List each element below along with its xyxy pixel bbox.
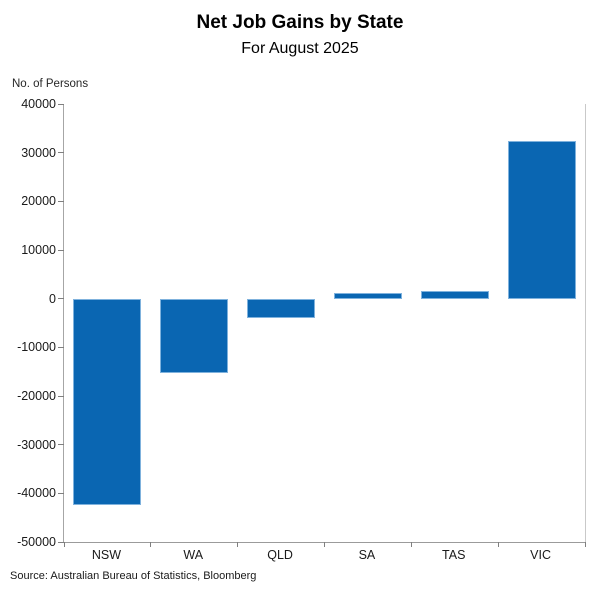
- x-axis-tick: [497, 542, 499, 547]
- x-tick-label-wa: WA: [183, 548, 204, 562]
- x-tick-label-qld: QLD: [267, 548, 293, 562]
- y-axis-tick: [58, 492, 64, 494]
- y-axis-tick: [58, 444, 64, 446]
- x-axis-tick: [324, 542, 325, 547]
- bar-qld: [247, 298, 316, 318]
- y-axis-tick: [58, 103, 64, 105]
- x-axis-tick: [150, 542, 152, 547]
- y-tick-label: 20000: [21, 194, 56, 209]
- y-axis-tick: [58, 200, 64, 202]
- y-tick-label: 30000: [21, 145, 56, 160]
- x-tick-label-sa: SA: [358, 548, 376, 562]
- source-note: Source: Australian Bureau of Statistics,…: [10, 570, 257, 582]
- chart-title: Net Job Gains by State: [196, 12, 404, 33]
- y-axis-title: No. of Persons: [12, 78, 89, 90]
- x-axis-labels: NSW WA QLD SA TAS VIC: [63, 548, 584, 564]
- x-axis-tick: [584, 542, 586, 547]
- bar-wa: [160, 298, 229, 374]
- bar-vic: [507, 141, 576, 299]
- y-tick-label: -50000: [17, 535, 56, 549]
- y-axis-tick: [58, 395, 64, 397]
- y-tick-label: 10000: [21, 243, 56, 257]
- plot-area: 40000 30000 20000 10000 0 -10000 -20000 -30000 -…: [17, 97, 586, 549]
- x-axis-tick: [237, 542, 239, 547]
- y-axis-tick: [58, 541, 64, 543]
- y-axis-tick: [58, 249, 64, 251]
- y-axis-tick: [58, 298, 64, 300]
- y-axis-tick: [58, 346, 64, 348]
- bar-sa: [333, 293, 402, 299]
- bar-nsw: [73, 298, 142, 505]
- y-tick-label: -10000: [17, 340, 56, 355]
- chart-subtitle: For August 2025: [241, 40, 359, 57]
- x-axis-tick: [410, 542, 412, 547]
- y-tick-label: -30000: [17, 437, 56, 452]
- x-tick-label-nsw: NSW: [91, 548, 121, 562]
- y-tick-label: -40000: [17, 486, 56, 501]
- y-tick-label: -20000: [17, 389, 56, 403]
- y-tick-label: 0: [49, 291, 56, 306]
- x-tick-label-vic: VIC: [530, 548, 551, 562]
- y-tick-label: 40000: [21, 97, 56, 111]
- bar-tas: [420, 291, 489, 299]
- y-axis-tick: [58, 152, 64, 154]
- x-tick-label-tas: TAS: [442, 548, 466, 562]
- x-axis-tick: [63, 542, 65, 547]
